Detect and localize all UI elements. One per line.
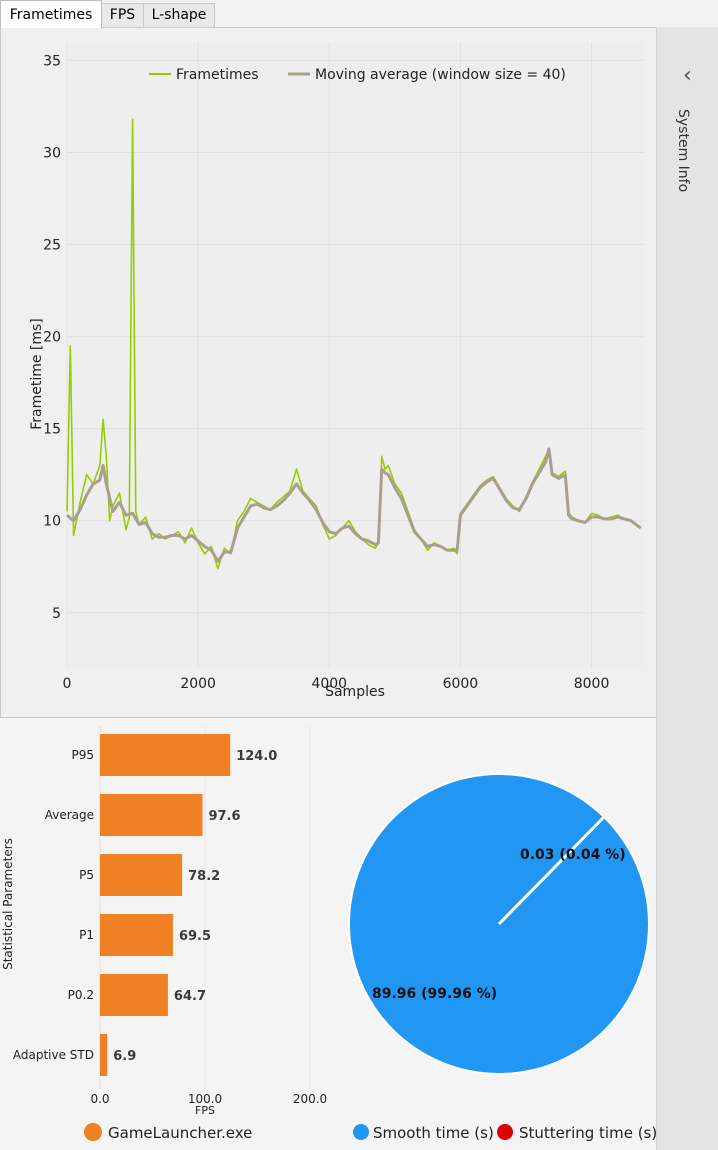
bar-p5 <box>100 854 183 896</box>
chart-legend: Frametimes Moving average (window size =… <box>149 67 566 83</box>
bar-p95 <box>100 734 231 776</box>
bar-value-label: 64.7 <box>174 989 206 1004</box>
bar-value-label: 69.5 <box>179 929 211 944</box>
bar-value-label: 124.0 <box>236 749 277 764</box>
statistics-bar-chart: P95 124.0 Average 97.6 P5 78.2 P1 69.5 P0.2 64.7 A… <box>1 726 327 1142</box>
tab-fps[interactable]: FPS <box>101 3 144 27</box>
statistics-panel: P95 124.0 Average 97.6 P5 78.2 P1 69.5 P0.2 64.7 A… <box>0 718 656 1150</box>
y-tick-label: 5 <box>52 606 61 622</box>
bar-average <box>100 794 203 836</box>
chevron-left-icon[interactable]: ‹ <box>683 63 692 88</box>
bar-value-label: 6.9 <box>113 1049 136 1064</box>
x-tick-label: 6000 <box>443 676 479 692</box>
tab-frametimes[interactable]: Frametimes <box>0 0 102 28</box>
bar-x-axis-label: FPS <box>195 1104 215 1117</box>
y-tick-label: 25 <box>43 238 61 254</box>
legend-stuttering-label: Stuttering time (s) <box>519 1124 656 1142</box>
x-tick-label: 0 <box>63 676 72 692</box>
bar-x-tick-label: 100.0 <box>188 1092 222 1106</box>
pie-slice-separator <box>497 815 606 926</box>
x-tick-label: 8000 <box>574 676 610 692</box>
frametime-chart: 5 10 15 20 25 30 35 0 2000 4000 6000 8000 Frametime… <box>29 42 644 700</box>
plot-area <box>67 42 644 668</box>
system-info-panel[interactable]: ‹ System Info <box>656 27 718 1150</box>
bar-value-label: 97.6 <box>208 809 240 824</box>
legend-gamelauncher-marker <box>84 1123 102 1141</box>
pie-label-smooth: 89.96 (99.96 %) <box>372 986 497 1002</box>
system-info-label: System Info <box>675 109 691 193</box>
x-axis-label: Samples <box>325 684 385 700</box>
tab-l-shape[interactable]: L-shape <box>143 3 215 27</box>
bar-category-label: Average <box>45 808 94 822</box>
x-tick-label: 4000 <box>311 676 347 692</box>
bar-category-label: Adaptive STD <box>13 1048 94 1062</box>
legend-gamelauncher-label: GameLauncher.exe <box>108 1124 252 1142</box>
bar-x-tick-label: 200.0 <box>293 1092 327 1106</box>
bar-category-label: P0.2 <box>68 988 94 1002</box>
bar-category-label: P1 <box>79 928 94 942</box>
frametime-chart-panel: 5 10 15 20 25 30 35 0 2000 4000 6000 8000 Frametime… <box>0 27 657 718</box>
pie-label-stuttering: 0.03 (0.04 %) <box>520 847 626 863</box>
x-tick-label: 2000 <box>180 676 216 692</box>
y-tick-label: 10 <box>43 514 61 530</box>
stutter-pie-chart: 0.03 (0.04 %) 89.96 (99.96 %) Smooth tim… <box>348 773 656 1142</box>
legend-moving-average-label: Moving average (window size = 40) <box>315 67 566 83</box>
y-tick-label: 20 <box>43 330 61 346</box>
bar-p1 <box>100 914 173 956</box>
tab-bar: Frametimes FPS L-shape <box>0 0 718 28</box>
series-moving-average-line <box>66 447 642 563</box>
bar-p0-2 <box>100 974 168 1016</box>
bar-x-tick-label: 0.0 <box>90 1092 109 1106</box>
bar-adaptive-std <box>100 1034 108 1076</box>
bar-y-axis-label: Statistical Parameters <box>1 838 15 970</box>
legend-stuttering-marker <box>497 1124 513 1140</box>
legend-frametimes-label: Frametimes <box>176 67 259 83</box>
y-tick-label: 30 <box>43 145 61 161</box>
y-tick-label: 35 <box>43 53 61 69</box>
bar-value-label: 78.2 <box>188 869 220 884</box>
y-axis-label: Frametime [ms] <box>29 318 45 430</box>
y-tick-label: 15 <box>43 422 61 438</box>
legend-smooth-label: Smooth time (s) <box>373 1124 494 1142</box>
bar-category-label: P5 <box>79 868 94 882</box>
bar-category-label: P95 <box>71 748 94 762</box>
legend-smooth-marker <box>353 1124 369 1140</box>
